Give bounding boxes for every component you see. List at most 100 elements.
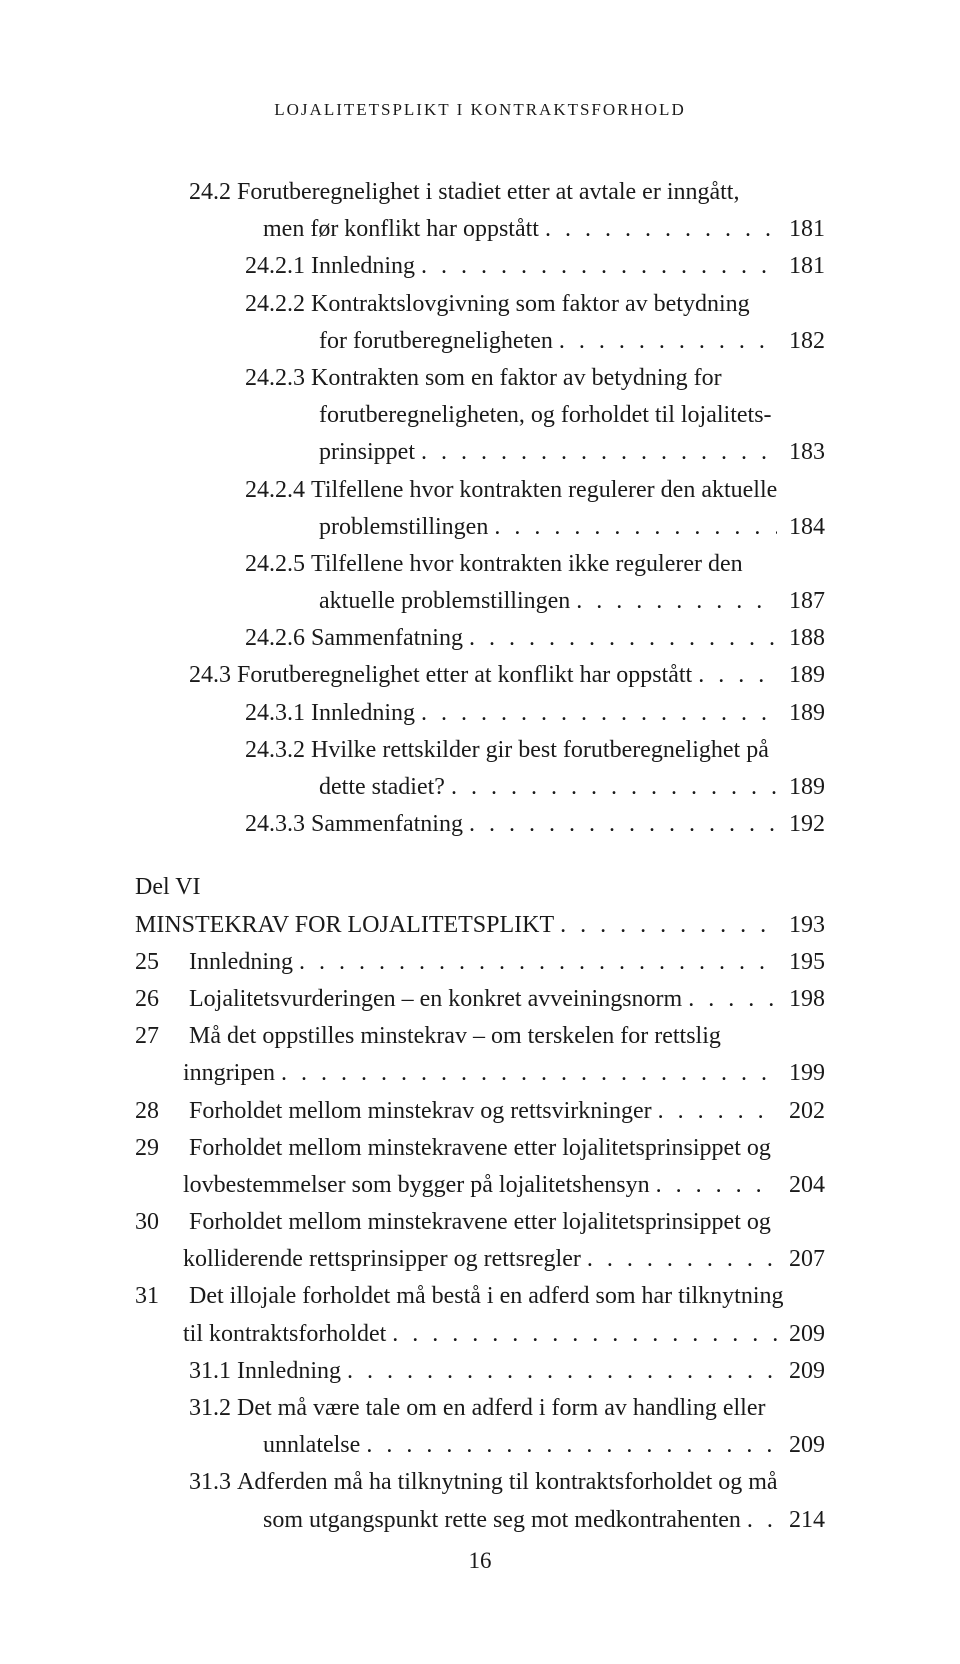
toc-page-number: 209 [777, 1427, 825, 1464]
toc-leader [415, 434, 777, 471]
table-of-contents: 24.2Forutberegnelighet i stadiet etter a… [135, 174, 825, 1539]
toc-entry-text: kolliderende rettsprinsipper og rettsreg… [183, 1241, 581, 1278]
toc-entry-number: 24.2.6 [245, 620, 305, 657]
toc-entry-text: Tilfellene hvor kontrakten ikke regulere… [305, 546, 743, 583]
toc-entry-text: Forholdet mellom minstekravene etter loj… [183, 1204, 771, 1241]
toc-entry-text: Må det oppstilles minstekrav – om terske… [183, 1018, 721, 1055]
toc-leader [652, 1093, 777, 1130]
toc-part-label: Del VI [135, 869, 201, 906]
toc-entry-number: 28 [135, 1093, 183, 1130]
toc-page-number: 193 [777, 907, 825, 944]
toc-leader [488, 509, 777, 546]
toc-entry-text: Innledning [183, 944, 293, 981]
toc-entry-number: 24.3.3 [245, 806, 305, 843]
toc-entry-number: 25 [135, 944, 183, 981]
toc-entry-number: 26 [135, 981, 183, 1018]
toc-page-number: 198 [777, 981, 825, 1018]
toc-page-number: 183 [777, 434, 825, 471]
toc-entry-text: Adferden må ha tilknytning til kontrakts… [231, 1464, 778, 1501]
toc-entry-number: 30 [135, 1204, 183, 1241]
toc-entry-number: 31.1 [189, 1353, 231, 1390]
toc-leader [682, 981, 777, 1018]
toc-entry-number: 27 [135, 1018, 183, 1055]
toc-entry-text: Kontrakten som en faktor av betydning fo… [305, 360, 722, 397]
toc-leader [570, 583, 777, 620]
toc-leader [386, 1316, 777, 1353]
toc-entry-text: Forholdet mellom minstekrav og rettsvirk… [183, 1093, 652, 1130]
toc-leader [415, 248, 777, 285]
toc-entry-text: Innledning [231, 1353, 341, 1390]
toc-entry-number: 24.3 [189, 657, 231, 694]
toc-entry-text: Forholdet mellom minstekravene etter loj… [183, 1130, 771, 1167]
toc-page-number: 207 [777, 1241, 825, 1278]
toc-entry-text: Forutberegnelighet etter at konflikt har… [231, 657, 692, 694]
toc-entry-number: 24.2.2 [245, 286, 305, 323]
toc-entry-number: 31.2 [189, 1390, 231, 1427]
toc-entry-number: 29 [135, 1130, 183, 1167]
toc-entry-text: forutberegneligheten, og forholdet til l… [319, 397, 772, 434]
toc-leader [463, 620, 777, 657]
toc-entry-text: Sammenfatning [305, 806, 463, 843]
toc-page-number: 189 [777, 769, 825, 806]
toc-entry-text: unnlatelse [263, 1427, 360, 1464]
toc-leader [463, 806, 777, 843]
toc-page-number: 192 [777, 806, 825, 843]
toc-page-number: 181 [777, 248, 825, 285]
toc-page-number: 199 [777, 1055, 825, 1092]
toc-page-number: 209 [777, 1316, 825, 1353]
toc-page-number: 209 [777, 1353, 825, 1390]
toc-page-number: 204 [777, 1167, 825, 1204]
toc-entry-text: Innledning [305, 695, 415, 732]
toc-leader [415, 695, 777, 732]
running-head: LOJALITETSPLIKT I KONTRAKTSFORHOLD [135, 100, 825, 120]
toc-entry-text: prinsippet [319, 434, 415, 471]
toc-page-number: 181 [777, 211, 825, 248]
toc-leader [341, 1353, 777, 1390]
toc-entry-text: Lojalitetsvurderingen – en konkret avvei… [183, 981, 682, 1018]
toc-page-number: 214 [777, 1502, 825, 1539]
toc-entry-number: 31 [135, 1278, 183, 1315]
toc-entry-number: 31.3 [189, 1464, 231, 1501]
toc-page-number: 189 [777, 657, 825, 694]
toc-entry-text: dette stadiet? [319, 769, 445, 806]
toc-entry-text: problemstillingen [319, 509, 488, 546]
toc-entry-text: Forutberegnelighet i stadiet etter at av… [231, 174, 739, 211]
toc-entry-text: aktuelle problemstillingen [319, 583, 570, 620]
toc-entry-text: som utgangspunkt rette seg mot medkontra… [263, 1502, 741, 1539]
toc-entry-number: 24.2 [189, 174, 231, 211]
toc-entry-number: 24.2.1 [245, 248, 305, 285]
toc-entry-number: 24.3.2 [245, 732, 305, 769]
toc-entry-text: Tilfellene hvor kontrakten regulerer den… [305, 472, 777, 509]
toc-leader [650, 1167, 777, 1204]
toc-entry-text: Sammenfatning [305, 620, 463, 657]
toc-page-number: 195 [777, 944, 825, 981]
toc-entry-text: Hvilke rettskilder gir best forutberegne… [305, 732, 769, 769]
toc-page-number: 182 [777, 323, 825, 360]
toc-entry-text: MINSTEKRAV FOR LOJALITETSPLIKT [135, 907, 554, 944]
page-number: 16 [0, 1548, 960, 1574]
toc-page-number: 187 [777, 583, 825, 620]
toc-leader [692, 657, 777, 694]
toc-entry-text: Kontraktslovgivning som faktor av betydn… [305, 286, 750, 323]
toc-leader [581, 1241, 777, 1278]
toc-leader [553, 323, 777, 360]
toc-entry-number: 24.2.5 [245, 546, 305, 583]
toc-entry-text: Det illojale forholdet må bestå i en adf… [183, 1278, 784, 1315]
toc-entry-number: 24.2.3 [245, 360, 305, 397]
toc-entry-text: men før konflikt har oppstått [263, 211, 539, 248]
toc-entry-text: til kontraktsforholdet [183, 1316, 386, 1353]
toc-page-number: 184 [777, 509, 825, 546]
toc-page-number: 202 [777, 1093, 825, 1130]
toc-leader [741, 1502, 777, 1539]
toc-entry-text: Innledning [305, 248, 415, 285]
toc-entry-text: for forutberegneligheten [319, 323, 553, 360]
toc-entry-number: 24.3.1 [245, 695, 305, 732]
toc-leader [539, 211, 777, 248]
toc-entry-text: inngripen [183, 1055, 275, 1092]
toc-leader [445, 769, 777, 806]
toc-leader [293, 944, 777, 981]
toc-entry-text: Det må være tale om en adferd i form av … [231, 1390, 765, 1427]
toc-leader [360, 1427, 777, 1464]
toc-leader [275, 1055, 777, 1092]
toc-entry-number: 24.2.4 [245, 472, 305, 509]
